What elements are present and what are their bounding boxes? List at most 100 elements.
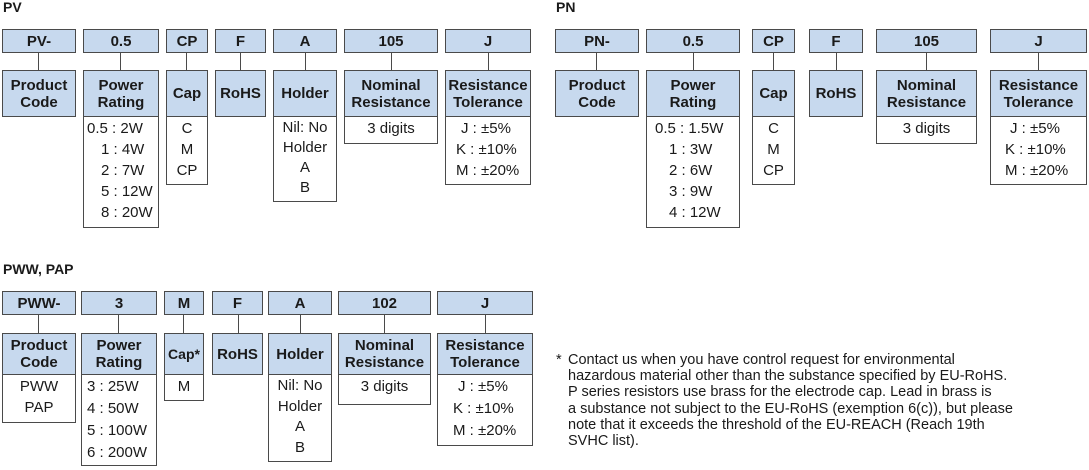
list-item: J : ±5% [461, 120, 511, 137]
footnote-marker: * [556, 352, 562, 368]
list-item: B [299, 179, 310, 196]
list-item: A [299, 159, 310, 176]
pv-code-nominal: 105 [344, 29, 438, 53]
list-item: 1 : 4W [101, 141, 145, 158]
connector-line [120, 53, 121, 70]
list-item: 1 : 3W [669, 141, 713, 158]
pww-title: PWW, PAP [3, 261, 74, 277]
connector-line [485, 315, 486, 333]
pv-code-rohs: F [215, 29, 266, 53]
pv-power-rating-header: Power Rating [83, 70, 159, 117]
pn-code-power: 0.5 [646, 29, 740, 53]
list-item: 6 : 200W [87, 444, 148, 461]
list-item: 4 : 50W [87, 400, 139, 417]
pn-tolerance-header: Resistance Tolerance [990, 70, 1087, 117]
connector-line [836, 53, 837, 70]
connector-line [238, 315, 239, 333]
list-item: PAP [24, 399, 54, 416]
pn-code-tolerance: J [990, 29, 1087, 53]
pn-power-rating-list: 0.5 : 1.5W 1 : 3W 2 : 6W 3 : 9W 4 : 12W [646, 117, 740, 228]
pww-cap-list: M [164, 375, 204, 401]
connector-line [240, 53, 241, 70]
connector-line [186, 53, 187, 70]
pww-power-rating-header: Power Rating [81, 333, 157, 375]
pww-cap-header: Cap* [164, 333, 204, 375]
pv-nominal-resistance-list: 3 digits [344, 117, 438, 144]
connector-line [38, 53, 39, 70]
pww-nominal-resistance-header: Nominal Resistance [338, 333, 431, 375]
list-item: K : ±10% [453, 400, 514, 417]
connector-line [488, 53, 489, 70]
pv-power-rating-list: 0.5 : 2W 1 : 4W 2 : 7W 5 : 12W 8 : 20W [83, 117, 159, 228]
connector-line [773, 53, 774, 70]
list-item: K : ±10% [456, 141, 517, 158]
list-item: M [767, 141, 780, 158]
pww-code-rohs: F [212, 291, 263, 315]
footnote-line: P series resistors use brass for the ele… [568, 384, 992, 401]
list-item: J : ±5% [458, 378, 508, 395]
pv-nominal-resistance-header: Nominal Resistance [344, 70, 438, 117]
connector-line [926, 53, 927, 70]
list-item: 5 : 100W [87, 422, 148, 439]
connector-line [183, 315, 184, 333]
pv-rohs-header: RoHS [215, 70, 266, 117]
list-item: M : ±20% [1005, 162, 1069, 179]
list-item: B [294, 438, 305, 456]
pv-code-product: PV- [2, 29, 76, 53]
pn-product-code-header: Product Code [555, 70, 639, 117]
list-item: C [181, 120, 193, 137]
pn-code-cap: CP [752, 29, 795, 53]
list-item: 0.5 : 1.5W [655, 120, 724, 137]
list-item: 3 digits [902, 120, 951, 137]
connector-line [384, 315, 385, 333]
list-item: M [177, 378, 191, 395]
pv-tolerance-header: Resistance Tolerance [445, 70, 531, 117]
pww-code-nominal: 102 [338, 291, 431, 315]
pv-product-code-header: Product Code [2, 70, 76, 117]
connector-line [300, 315, 301, 333]
connector-line [391, 53, 392, 70]
list-item: K : ±10% [1005, 141, 1066, 158]
connector-line [693, 53, 694, 70]
pww-code-tolerance: J [437, 291, 533, 315]
connector-line [305, 53, 306, 70]
list-item: CP [763, 162, 784, 179]
pn-power-rating-header: Power Rating [646, 70, 740, 117]
list-item: 3 digits [367, 120, 415, 137]
pv-holder-list: Nil: No Holder A B [273, 117, 337, 202]
list-item: 2 : 6W [669, 162, 713, 179]
list-item: CP [176, 162, 198, 179]
list-item: 4 : 12W [669, 204, 721, 221]
pww-nominal-resistance-list: 3 digits [338, 375, 431, 405]
pn-rohs-header: RoHS [809, 70, 863, 117]
pww-code-power: 3 [81, 291, 157, 315]
pww-product-code-list: PWW PAP [2, 375, 76, 423]
pww-code-cap: M [164, 291, 204, 315]
pv-tolerance-list: J : ±5% K : ±10% M : ±20% [445, 117, 531, 185]
pn-tolerance-list: J : ±5% K : ±10% M : ±20% [990, 117, 1087, 185]
footnote: * Contact us when you have control reque… [556, 352, 1086, 449]
connector-line [596, 53, 597, 70]
list-item: M : ±20% [456, 162, 520, 179]
pww-code-holder: A [268, 291, 332, 315]
pww-holder-list: Nil: No Holder A B [268, 375, 332, 462]
pn-code-product: PN- [555, 29, 639, 53]
pn-title: PN [556, 0, 576, 15]
list-item: Nil: No [277, 377, 323, 394]
list-item: A [294, 418, 305, 435]
list-item: Holder [277, 397, 323, 415]
footnote-line: SVHC list). [568, 433, 639, 450]
connector-line [118, 315, 119, 333]
pn-nominal-resistance-list: 3 digits [876, 117, 977, 144]
pww-tolerance-header: Resistance Tolerance [437, 333, 533, 375]
pww-tolerance-list: J : ±5% K : ±10% M : ±20% [437, 375, 533, 446]
pv-title: PV [3, 0, 22, 15]
list-item: Holder [282, 139, 328, 156]
pv-code-cap: CP [166, 29, 208, 53]
pww-rohs-header: RoHS [212, 333, 263, 375]
pn-code-nominal: 105 [876, 29, 977, 53]
pww-product-code-header: Product Code [2, 333, 76, 375]
footnote-line: hazardous material other than the substa… [568, 368, 1008, 385]
pv-holder-header: Holder [273, 70, 337, 117]
pv-code-holder: A [273, 29, 337, 53]
